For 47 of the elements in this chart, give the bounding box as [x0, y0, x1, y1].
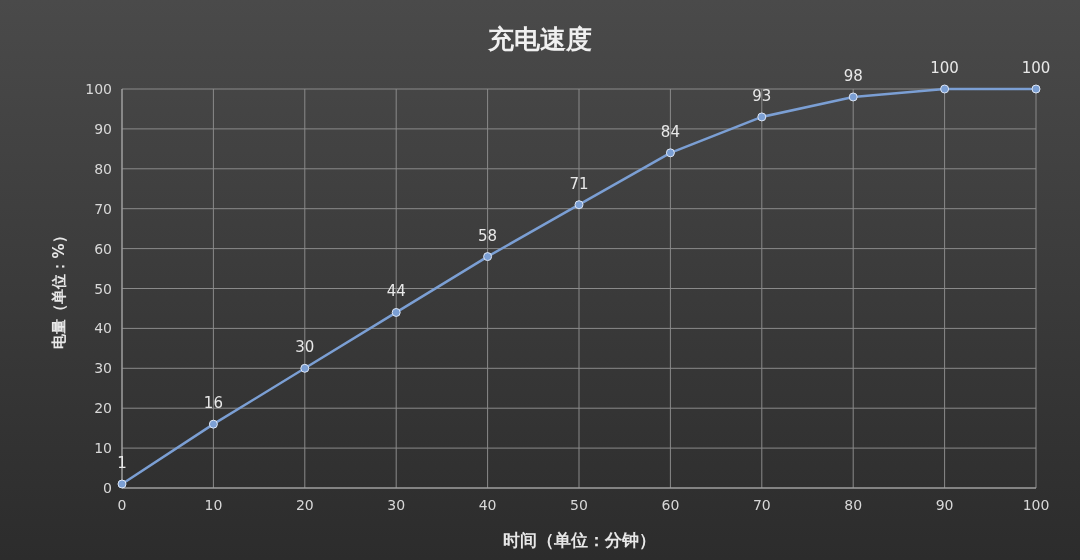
point: [940, 84, 950, 94]
point: [300, 363, 310, 373]
x-tick-label: 90: [935, 497, 954, 513]
x-tick-label: 0: [117, 497, 127, 513]
data-label: 84: [660, 122, 680, 141]
point: [391, 307, 401, 317]
x-tick-label: 10: [204, 497, 223, 513]
point: [1031, 84, 1041, 94]
data-label: 16: [203, 394, 223, 413]
point: [665, 148, 675, 158]
point: [117, 479, 127, 489]
x-tick-label: 60: [661, 497, 680, 513]
x-tick-label: 50: [570, 497, 588, 513]
x-tick-label: 30: [387, 497, 406, 513]
y-tick-label: 10: [94, 440, 112, 457]
y-tick-label: 0: [103, 480, 112, 496]
y-tick-label: 90: [94, 120, 112, 137]
point: [574, 200, 584, 210]
data-label: 100: [1021, 59, 1051, 77]
y-tick-label: 20: [94, 400, 112, 417]
x-tick-label: 80: [844, 497, 863, 513]
y-tick-label: 70: [94, 200, 112, 217]
data-label: 98: [843, 66, 863, 85]
data-label: 93: [752, 86, 772, 105]
chart-title: 充电速度: [487, 24, 592, 54]
data-label: 100: [930, 59, 959, 77]
y-tick-label: 40: [94, 320, 112, 337]
y-axis-title: 电量（单位：%）: [50, 228, 68, 349]
point: [757, 112, 767, 122]
point: [483, 252, 493, 262]
x-axis-title: 时间（单位：分钟）: [502, 530, 656, 550]
data-label: 44: [386, 282, 406, 301]
y-tick-label: 60: [94, 240, 112, 257]
point: [848, 92, 858, 102]
y-tick-label: 80: [94, 160, 112, 177]
data-label: 1: [117, 454, 127, 473]
data-label: 71: [569, 174, 589, 193]
x-tick-label: 20: [295, 497, 314, 513]
x-tick-label: 100: [1022, 497, 1050, 513]
data-label: 30: [295, 338, 315, 357]
data-label: 58: [478, 226, 498, 245]
y-tick-label: 30: [94, 360, 112, 377]
x-tick-label: 40: [478, 497, 497, 513]
y-tick-label: 100: [85, 81, 112, 97]
y-tick-label: 50: [94, 280, 112, 297]
x-tick-label: 70: [752, 497, 771, 513]
point: [208, 419, 218, 429]
